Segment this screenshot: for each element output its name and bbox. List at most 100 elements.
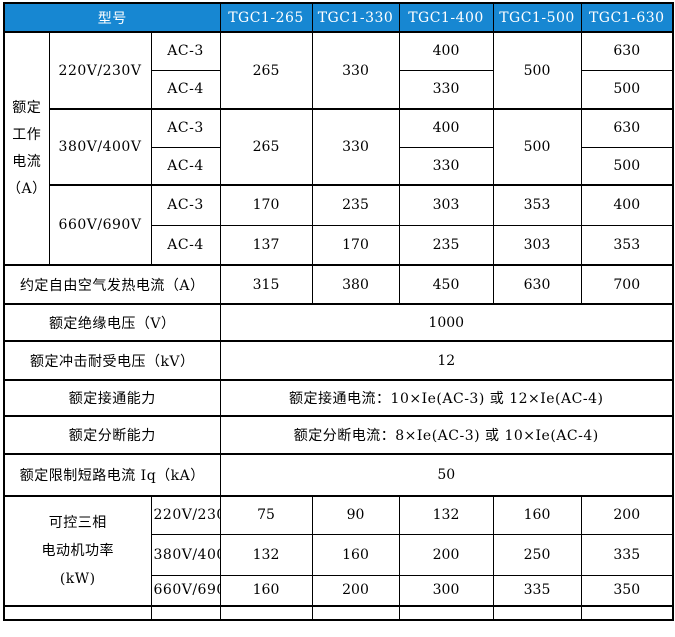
clipped-cell bbox=[150, 605, 221, 620]
value-cell: 315 bbox=[219, 264, 313, 305]
row-220v-ac4: AC-4 330 500 bbox=[4, 69, 674, 110]
value-cell: 400 bbox=[580, 184, 674, 226]
value-cell: 200 bbox=[398, 533, 494, 576]
value-cell: 335 bbox=[492, 574, 582, 607]
value-cell: 630 bbox=[492, 264, 582, 305]
heating-current-label: 约定自由空气发热电流（A） bbox=[3, 264, 221, 305]
row-380v-ac3: 380V/400V AC-3 265 330 400 500 630 bbox=[4, 108, 674, 186]
value-cell: 303 bbox=[492, 224, 582, 266]
value-cell: 450 bbox=[398, 264, 494, 305]
row-motor-power-220v: 可控三相 电动机功率 (kW) 220V/230V 75 90 132 160 … bbox=[3, 495, 674, 607]
clipped-cell bbox=[311, 605, 400, 620]
breaking-capacity-value: 额定分断电流：8×Ie(AC-3) 或 10×Ie(AC-4) bbox=[219, 415, 674, 455]
value-cell: 330 bbox=[398, 69, 494, 110]
motor-power-label: 可控三相 电动机功率 (kW) bbox=[3, 495, 152, 607]
value-cell: 75 bbox=[219, 495, 313, 535]
value-cell: 303 bbox=[398, 184, 494, 226]
row-making-capacity: 额定接通能力 额定接通电流：10×Ie(AC-3) 或 12×Ie(AC-4) bbox=[3, 379, 674, 417]
row-motor-power-380v: 380V/400V 132 160 200 250 335 bbox=[4, 533, 674, 576]
clipped-row bbox=[3, 605, 674, 620]
category-cell-ac3: AC-3 bbox=[150, 184, 221, 226]
value-cell: 235 bbox=[311, 184, 400, 226]
row-220v-ac3: 额定 工作 电流 （A） 220V/230V AC-3 265 330 400 … bbox=[3, 31, 674, 266]
motor-power-label-line: 可控三相 bbox=[48, 515, 107, 531]
value-cell: 200 bbox=[311, 574, 400, 607]
rated-current-label-line: 工作 bbox=[12, 126, 42, 143]
value-cell: 265 bbox=[219, 31, 313, 110]
impulse-voltage-label: 额定冲击耐受电压（kV） bbox=[3, 340, 221, 381]
category-cell-ac4: AC-4 bbox=[150, 69, 221, 110]
voltage-cell-220v: 220V/230V bbox=[150, 495, 221, 535]
value-cell: 400 bbox=[398, 31, 494, 71]
clipped-cell bbox=[398, 605, 494, 620]
rated-current-label-line: 电流 bbox=[12, 153, 42, 170]
value-cell: 90 bbox=[311, 495, 400, 535]
value-cell: 630 bbox=[580, 31, 674, 71]
value-cell: 700 bbox=[580, 264, 674, 305]
motor-power-label-line: (kW) bbox=[59, 571, 96, 587]
model-header-tgc1-265: TGC1-265 bbox=[219, 2, 313, 33]
row-660v-ac4: AC-4 137 170 235 303 353 bbox=[4, 224, 674, 266]
short-circuit-label: 额定限制短路电流 Iq（kA） bbox=[3, 453, 221, 497]
insulation-voltage-label: 额定绝缘电压（V） bbox=[3, 303, 221, 342]
value-cell: 200 bbox=[580, 495, 674, 535]
category-cell-ac4: AC-4 bbox=[150, 224, 221, 266]
row-breaking-capacity: 额定分断能力 额定分断电流：8×Ie(AC-3) 或 10×Ie(AC-4) bbox=[3, 415, 674, 455]
value-cell: 500 bbox=[492, 108, 582, 186]
value-cell: 160 bbox=[311, 533, 400, 576]
breaking-capacity-label: 额定分断能力 bbox=[3, 415, 221, 455]
value-cell: 330 bbox=[311, 108, 400, 186]
row-motor-power-660v: 660V/690V 160 200 300 335 350 bbox=[4, 574, 674, 607]
value-cell: 160 bbox=[219, 574, 313, 607]
value-cell: 500 bbox=[580, 69, 674, 110]
value-cell: 265 bbox=[219, 108, 313, 186]
value-cell: 353 bbox=[580, 224, 674, 266]
clipped-cell bbox=[492, 605, 582, 620]
row-heating-current: 约定自由空气发热电流（A） 315 380 450 630 700 bbox=[3, 264, 674, 305]
category-cell-ac3: AC-3 bbox=[150, 108, 221, 148]
value-cell: 160 bbox=[492, 495, 582, 535]
value-cell: 630 bbox=[580, 108, 674, 148]
row-660v-ac3: 660V/690V AC-3 170 235 303 353 400 bbox=[4, 184, 674, 266]
value-cell: 250 bbox=[492, 533, 582, 576]
model-header-tgc1-500: TGC1-500 bbox=[492, 2, 582, 33]
value-cell: 335 bbox=[580, 533, 674, 576]
value-cell: 380 bbox=[311, 264, 400, 305]
voltage-cell-220v: 220V/230V bbox=[48, 31, 152, 110]
value-cell: 330 bbox=[311, 31, 400, 110]
value-cell: 235 bbox=[398, 224, 494, 266]
clipped-cell bbox=[580, 605, 674, 620]
value-cell: 300 bbox=[398, 574, 494, 607]
rated-current-label: 额定 工作 电流 （A） bbox=[3, 31, 50, 266]
value-cell: 137 bbox=[219, 224, 313, 266]
value-cell: 500 bbox=[492, 31, 582, 110]
value-cell: 400 bbox=[398, 108, 494, 148]
model-header-label: 型号 bbox=[3, 2, 221, 33]
insulation-voltage-value: 1000 bbox=[219, 303, 674, 342]
value-cell: 350 bbox=[580, 574, 674, 607]
model-header-tgc1-400: TGC1-400 bbox=[398, 2, 494, 33]
spec-table: 型号 TGC1-265 TGC1-330 TGC1-400 TGC1-500 T… bbox=[3, 2, 674, 621]
making-capacity-value: 额定接通电流：10×Ie(AC-3) 或 12×Ie(AC-4) bbox=[219, 379, 674, 417]
voltage-cell-380v: 380V/400V bbox=[48, 108, 152, 186]
value-cell: 170 bbox=[219, 184, 313, 226]
value-cell: 170 bbox=[311, 224, 400, 266]
clipped-cell bbox=[3, 605, 152, 620]
impulse-voltage-value: 12 bbox=[219, 340, 674, 381]
voltage-cell-380v: 380V/400V bbox=[150, 533, 221, 576]
category-cell-ac3: AC-3 bbox=[150, 31, 221, 71]
voltage-cell-660v: 660V/690V bbox=[48, 184, 152, 266]
row-impulse-voltage: 额定冲击耐受电压（kV） 12 bbox=[3, 340, 674, 381]
category-cell-ac4: AC-4 bbox=[150, 146, 221, 186]
row-short-circuit-current: 额定限制短路电流 Iq（kA） 50 bbox=[3, 453, 674, 497]
short-circuit-value: 50 bbox=[219, 453, 674, 497]
model-header-tgc1-330: TGC1-330 bbox=[311, 2, 400, 33]
motor-power-label-line: 电动机功率 bbox=[41, 543, 114, 559]
row-insulation-voltage: 额定绝缘电压（V） 1000 bbox=[3, 303, 674, 342]
row-380v-ac4: AC-4 330 500 bbox=[4, 146, 674, 186]
value-cell: 132 bbox=[219, 533, 313, 576]
making-capacity-label: 额定接通能力 bbox=[3, 379, 221, 417]
clipped-cell bbox=[219, 605, 313, 620]
voltage-cell-660v: 660V/690V bbox=[150, 574, 221, 607]
